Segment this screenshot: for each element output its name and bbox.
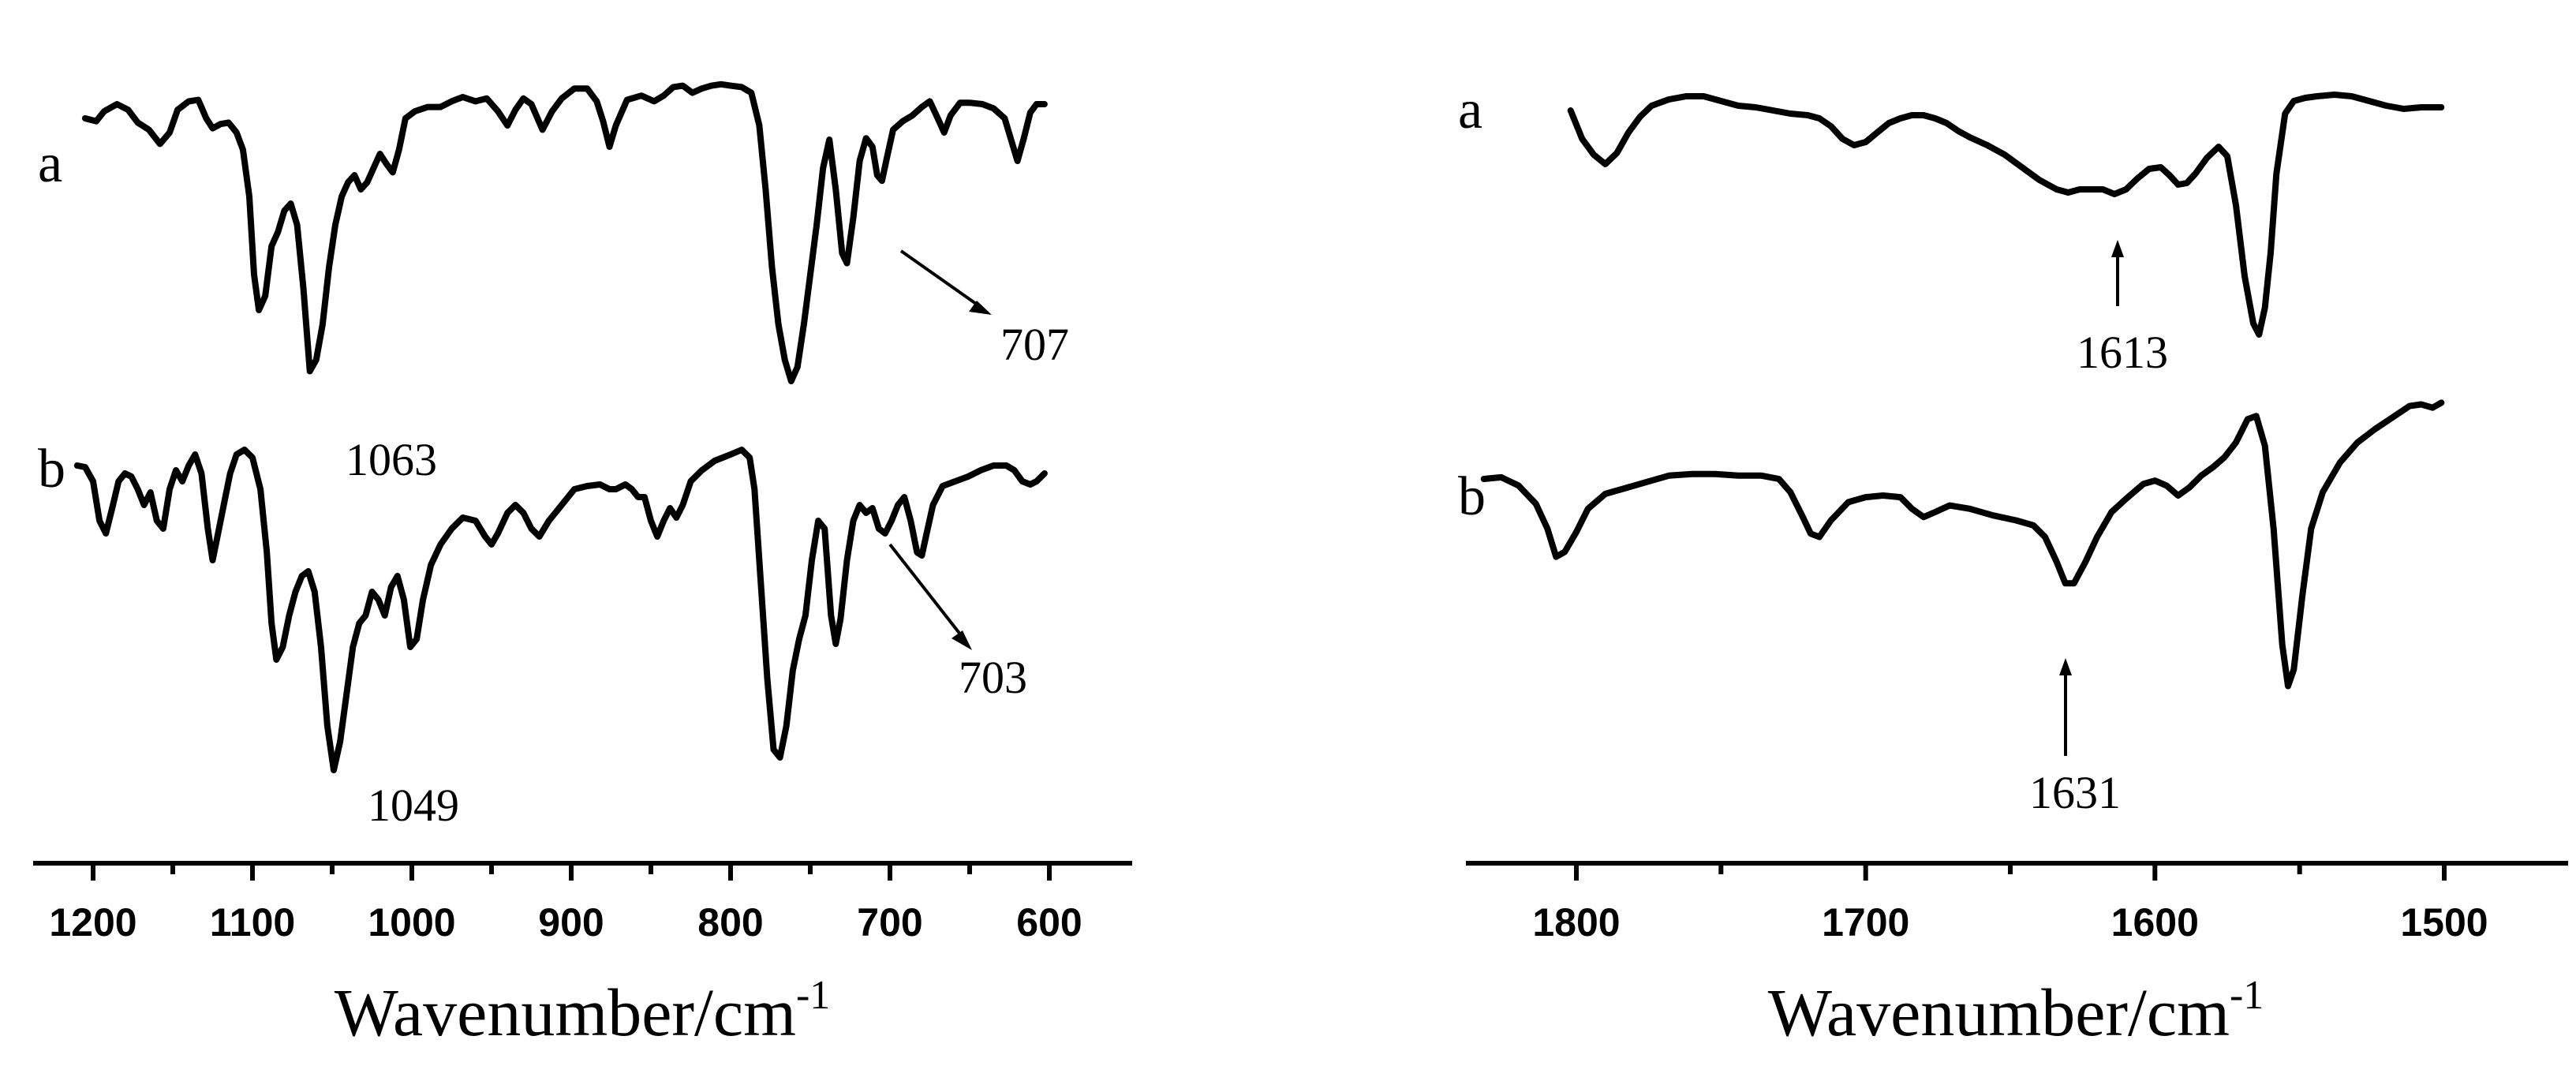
left-spectrum-b: [73, 447, 1048, 773]
right-spectrum-a: [1567, 92, 2445, 338]
left-arrow-707: [899, 249, 980, 307]
right-x-tick-label-1700: 1700: [1822, 900, 1909, 944]
left-x-tick-label-900: 900: [538, 900, 604, 944]
right-annotation-1631: 1631: [2029, 767, 2121, 818]
left-spectrum-a: [81, 80, 1048, 384]
right-series-b-label: b: [1458, 466, 1486, 527]
left-arrowhead-703: [952, 630, 972, 650]
left-panel: a b 1063 707 703 1049 1200 1100 1000 900 800…: [33, 80, 1132, 1050]
right-spectrum-b: [1480, 399, 2445, 690]
left-x-ticks: 1200 1100 1000 900 800 700 600: [49, 863, 1082, 944]
left-series-a-label: a: [38, 133, 62, 194]
left-spectra: [73, 80, 1048, 773]
right-arrowhead-1613: [2111, 240, 2124, 257]
right-x-tick-label-1800: 1800: [1532, 900, 1620, 944]
right-x-axis-title-sup: -1: [2230, 973, 2264, 1018]
left-arrow-703: [888, 543, 963, 637]
right-annotation-1613: 1613: [2077, 327, 2168, 378]
right-panel: a b 1613 1631 1800 1700 1600 1500 Wavenumbe…: [1458, 80, 2568, 1050]
left-x-tick-label-800: 800: [697, 900, 763, 944]
left-annotation-707: 707: [1000, 319, 1069, 370]
left-annotation-703: 703: [959, 652, 1027, 703]
left-x-tick-label-1200: 1200: [49, 900, 136, 944]
left-annotation-1049: 1049: [368, 780, 459, 831]
left-x-axis-title-main: Wavenumber/cm: [335, 974, 796, 1050]
right-spectra: [1480, 92, 2445, 690]
right-series-a-label: a: [1458, 80, 1482, 140]
right-x-tick-label-1600: 1600: [2111, 900, 2199, 944]
left-annotation-1063: 1063: [346, 434, 437, 485]
left-x-tick-label-700: 700: [857, 900, 922, 944]
right-x-axis-title: Wavenumber/cm-1: [1768, 973, 2264, 1050]
left-series-b-label: b: [38, 439, 65, 499]
left-x-axis-title: Wavenumber/cm-1: [335, 973, 831, 1050]
right-x-axis-title-main: Wavenumber/cm: [1768, 974, 2230, 1050]
right-x-tick-label-1500: 1500: [2400, 900, 2488, 944]
left-x-tick-label-600: 600: [1016, 900, 1082, 944]
left-arrowhead-707: [969, 301, 992, 315]
left-x-tick-label-1100: 1100: [210, 900, 295, 944]
right-arrowhead-1631: [2059, 658, 2072, 675]
left-x-axis-title-sup: -1: [796, 973, 830, 1018]
right-x-ticks: 1800 1700 1600 1500: [1532, 863, 2488, 944]
left-x-tick-label-1000: 1000: [368, 900, 455, 944]
